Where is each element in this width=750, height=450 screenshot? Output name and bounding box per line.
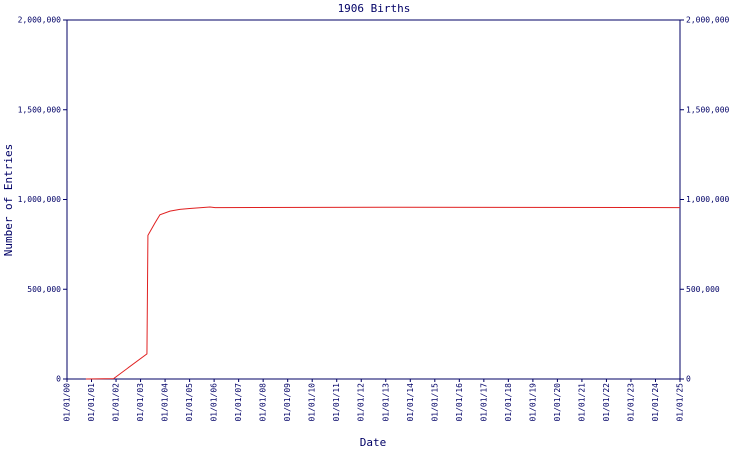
x-tick-label: 01/01/13 (381, 383, 390, 422)
x-tick-label: 01/01/24 (651, 383, 660, 422)
x-tick-label: 01/01/07 (234, 383, 243, 422)
y2-tick-label: 500,000 (686, 285, 720, 294)
x-tick-label: 01/01/18 (504, 383, 513, 422)
x-tick-label: 01/01/25 (676, 383, 685, 422)
x-tick-label: 01/01/14 (406, 383, 415, 422)
x-tick-label: 01/01/06 (210, 383, 219, 422)
x-tick-label: 01/01/00 (63, 383, 72, 422)
x-tick-label: 01/01/20 (553, 383, 562, 422)
y2-tick-label: 1,000,000 (686, 195, 730, 204)
y-tick-label: 1,000,000 (18, 195, 62, 204)
x-tick-label: 01/01/11 (332, 383, 341, 422)
x-tick-label: 01/01/05 (185, 383, 194, 422)
y-tick-label: 500,000 (27, 285, 61, 294)
x-tick-label: 01/01/17 (479, 383, 488, 422)
y-tick-label: 2,000,000 (18, 16, 62, 25)
y2-tick-label: 2,000,000 (686, 16, 730, 25)
x-tick-label: 01/01/15 (430, 383, 439, 422)
x-tick-label: 01/01/12 (357, 383, 366, 422)
data-line (85, 206, 681, 380)
y-axis-label: Number of Entries (2, 144, 15, 257)
chart-title: 1906 Births (338, 2, 411, 15)
x-tick-label: 01/01/23 (626, 383, 635, 422)
x-tick-label: 01/01/19 (528, 383, 537, 422)
x-tick-label: 01/01/22 (602, 383, 611, 422)
x-tick-label: 01/01/01 (87, 383, 96, 422)
x-tick-label: 01/01/10 (308, 383, 317, 422)
x-tick-label: 01/01/02 (112, 383, 121, 422)
y2-tick-label: 1,500,000 (686, 105, 730, 114)
x-tick-label: 01/01/04 (161, 383, 170, 422)
y2-tick-label: 0 (686, 375, 691, 384)
y-tick-label: 1,500,000 (18, 105, 62, 114)
x-tick-label: 01/01/16 (455, 383, 464, 422)
x-tick-label: 01/01/03 (136, 383, 145, 422)
y-tick-label: 0 (56, 375, 61, 384)
x-tick-label: 01/01/21 (577, 383, 586, 422)
x-tick-label: 01/01/08 (259, 383, 268, 422)
x-tick-label: 01/01/09 (283, 383, 292, 422)
x-axis-label: Date (360, 436, 387, 449)
